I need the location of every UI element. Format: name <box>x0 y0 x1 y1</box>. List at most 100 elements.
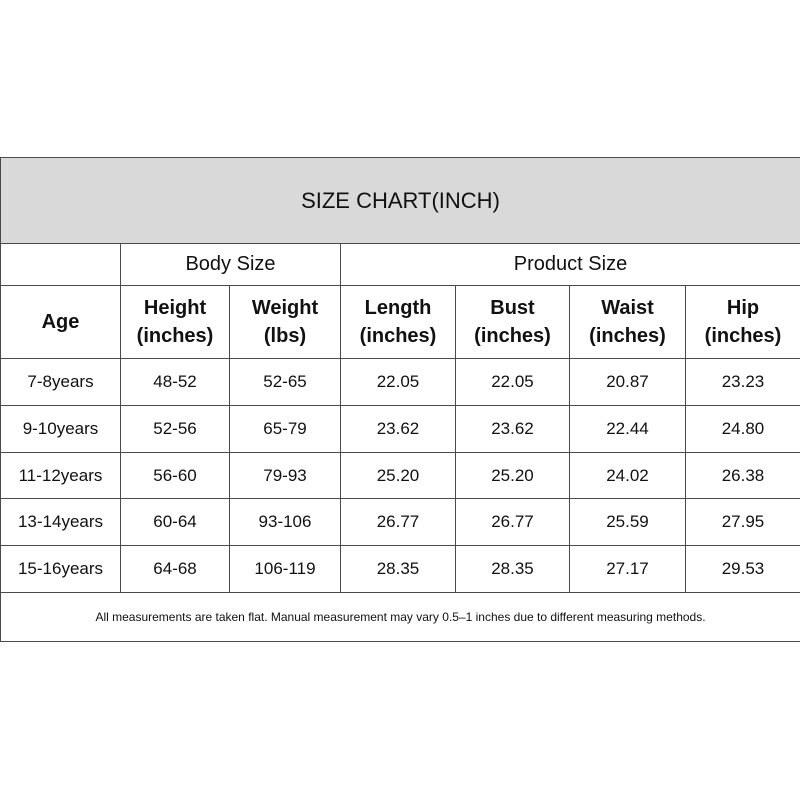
data-cell: 28.35 <box>455 545 570 593</box>
data-cell-text: 9-10years <box>22 419 99 438</box>
empty-cell <box>0 243 121 286</box>
data-cell-text: 29.53 <box>721 559 765 578</box>
data-cell-text: 65-79 <box>263 419 307 438</box>
data-cell-text: 25.59 <box>606 512 649 531</box>
data-cell-text: 26.38 <box>721 465 765 485</box>
data-cell-text: 27.95 <box>721 512 765 531</box>
column-header: Hip (inches) <box>685 285 800 359</box>
column-header-text: Height <box>143 297 207 319</box>
data-cell: 26.77 <box>340 498 456 546</box>
column-header: Length (inches) <box>340 285 456 359</box>
data-cell-text: 22.44 <box>606 419 649 438</box>
data-cell-text: 28.35 <box>491 559 534 578</box>
data-cell-text: 15-16years <box>17 559 104 578</box>
data-cell-text: 60-64 <box>153 512 197 531</box>
table-title-text: SIZE CHART(INCH) <box>301 187 500 213</box>
data-cell: 48-52 <box>120 358 230 406</box>
data-cell: 23.62 <box>455 405 570 453</box>
data-cell-text: 26.77 <box>491 512 534 531</box>
data-cell-text: 27.17 <box>606 559 649 578</box>
data-cell-text: 93-106 <box>258 512 312 531</box>
column-header-text: Age <box>41 311 80 333</box>
column-header: Height (inches) <box>120 285 230 359</box>
data-cell-text: 25.20 <box>491 465 534 485</box>
data-cell: 25.59 <box>569 498 686 546</box>
data-cell: 106-119 <box>229 545 341 593</box>
data-cell-text: 23.62 <box>491 419 534 438</box>
data-cell: 24.80 <box>685 405 800 453</box>
group-header-text: Product Size <box>513 253 628 275</box>
data-cell: 11-12years <box>0 452 121 499</box>
data-cell: 60-64 <box>120 498 230 546</box>
data-cell-text: 24.02 <box>606 465 649 485</box>
column-header-text: (inches) <box>474 325 551 347</box>
data-cell: 13-14years <box>0 498 121 546</box>
data-cell: 65-79 <box>229 405 341 453</box>
column-header: Waist (inches) <box>569 285 686 359</box>
data-cell: 23.62 <box>340 405 456 453</box>
data-cell: 52-56 <box>120 405 230 453</box>
data-cell-text: 56-60 <box>153 465 197 485</box>
data-cell: 25.20 <box>340 452 456 499</box>
data-cell-text: 24.80 <box>721 419 765 438</box>
column-header: Age <box>0 285 121 359</box>
data-cell: 29.53 <box>685 545 800 593</box>
footnote: All measurements are taken flat. Manual … <box>0 592 800 642</box>
data-cell-text: 20.87 <box>606 372 649 391</box>
column-header-text: Weight <box>251 297 319 319</box>
column-header-text: Waist <box>601 297 654 319</box>
data-cell: 26.77 <box>455 498 570 546</box>
data-cell-text: 64-68 <box>153 559 197 578</box>
group-header: Product Size <box>340 243 800 286</box>
data-cell-text: 23.62 <box>376 419 420 438</box>
data-cell: 20.87 <box>569 358 686 406</box>
data-cell: 9-10years <box>0 405 121 453</box>
data-cell-text: 22.05 <box>491 372 534 391</box>
data-cell-text: 23.23 <box>721 372 765 391</box>
group-header: Body Size <box>120 243 341 286</box>
data-cell-text: 28.35 <box>376 559 420 578</box>
column-header-text: Hip <box>726 297 760 319</box>
data-cell-text: 52-56 <box>153 419 197 438</box>
column-header-text: (inches) <box>359 325 437 347</box>
data-cell: 52-65 <box>229 358 341 406</box>
column-header-text: Length <box>364 297 432 319</box>
data-cell-text: 13-14years <box>17 512 104 531</box>
group-header-text: Body Size <box>185 253 276 275</box>
column-header-text: (inches) <box>136 325 214 347</box>
footnote-text: All measurements are taken flat. Manual … <box>95 610 706 624</box>
data-cell: 28.35 <box>340 545 456 593</box>
data-cell-text: 22.05 <box>376 372 420 391</box>
data-cell: 22.44 <box>569 405 686 453</box>
data-cell-text: 52-65 <box>263 372 307 391</box>
data-cell: 26.38 <box>685 452 800 499</box>
data-cell-text: 106-119 <box>254 559 316 578</box>
column-header-text: Bust <box>490 297 535 319</box>
data-cell: 24.02 <box>569 452 686 499</box>
data-cell-text: 25.20 <box>376 465 420 485</box>
column-header: Bust (inches) <box>455 285 570 359</box>
data-cell: 7-8years <box>0 358 121 406</box>
data-cell-text: 7-8years <box>27 372 94 391</box>
column-header-text: (inches) <box>704 325 782 347</box>
data-cell: 22.05 <box>340 358 456 406</box>
data-cell-text: 26.77 <box>376 512 420 531</box>
data-cell-text: 79-93 <box>263 465 307 485</box>
column-header: Weight (lbs) <box>229 285 341 359</box>
data-cell-text: 48-52 <box>153 372 197 391</box>
data-cell: 56-60 <box>120 452 230 499</box>
data-cell: 25.20 <box>455 452 570 499</box>
data-cell: 93-106 <box>229 498 341 546</box>
data-cell: 27.95 <box>685 498 800 546</box>
data-cell-text: 11-12years <box>18 465 103 485</box>
table-title: SIZE CHART(INCH) <box>0 157 800 244</box>
column-header-text: (lbs) <box>263 325 307 347</box>
data-cell: 22.05 <box>455 358 570 406</box>
column-header-text: (inches) <box>589 325 666 347</box>
data-cell: 15-16years <box>0 545 121 593</box>
data-cell: 79-93 <box>229 452 341 499</box>
data-cell: 23.23 <box>685 358 800 406</box>
data-cell: 27.17 <box>569 545 686 593</box>
data-cell: 64-68 <box>120 545 230 593</box>
